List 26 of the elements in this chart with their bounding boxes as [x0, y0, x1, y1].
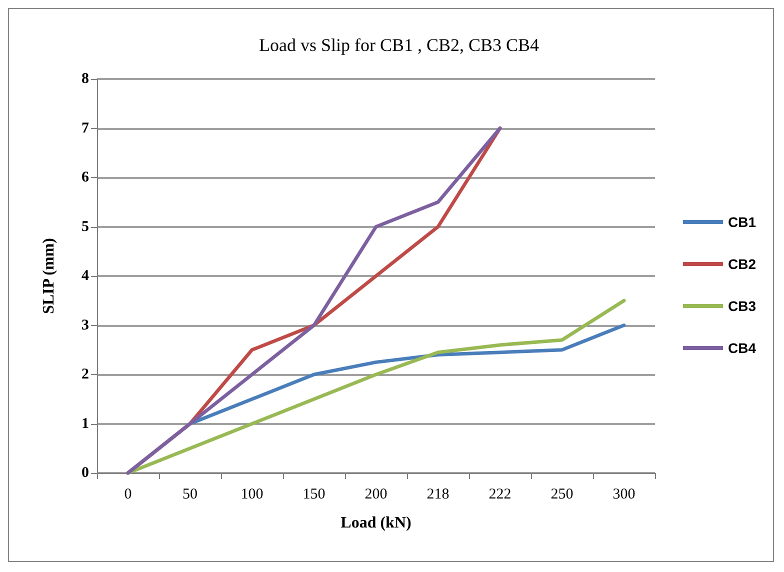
x-tick-label: 150 — [302, 486, 326, 502]
y-tick-label: 0 — [82, 465, 89, 481]
line-series — [126, 126, 502, 475]
legend-label: CB3 — [728, 298, 756, 314]
x-tick-label: 218 — [426, 486, 450, 502]
x-tick-label: 200 — [364, 486, 388, 502]
x-tick-label: 222 — [488, 486, 512, 502]
x-tick-label: 100 — [240, 486, 264, 502]
y-tick-label: 3 — [82, 317, 89, 334]
y-axis-title: SLIP (mm) — [40, 238, 58, 314]
legend-label: CB2 — [728, 256, 756, 272]
y-tick-label: 7 — [82, 120, 90, 136]
y-tick-label: 2 — [82, 366, 89, 382]
y-tick-label: 6 — [82, 170, 90, 186]
x-tick-label: 50 — [182, 486, 198, 502]
y-tick-label: 5 — [82, 218, 89, 235]
y-tick-label: 8 — [82, 71, 89, 87]
legend-label: CB4 — [728, 340, 756, 356]
x-tick-label: 300 — [612, 486, 636, 502]
chart-title: Load vs Slip for CB1 , CB2, CB3 CB4 — [258, 35, 540, 55]
y-tick-label: 4 — [82, 268, 90, 284]
legend-label: CB1 — [728, 214, 756, 230]
y-tick-label: 1 — [82, 416, 89, 432]
x-tick-label: 0 — [124, 486, 132, 502]
x-axis-title: Load (kN) — [340, 514, 412, 532]
x-tick-label: 250 — [550, 486, 574, 502]
